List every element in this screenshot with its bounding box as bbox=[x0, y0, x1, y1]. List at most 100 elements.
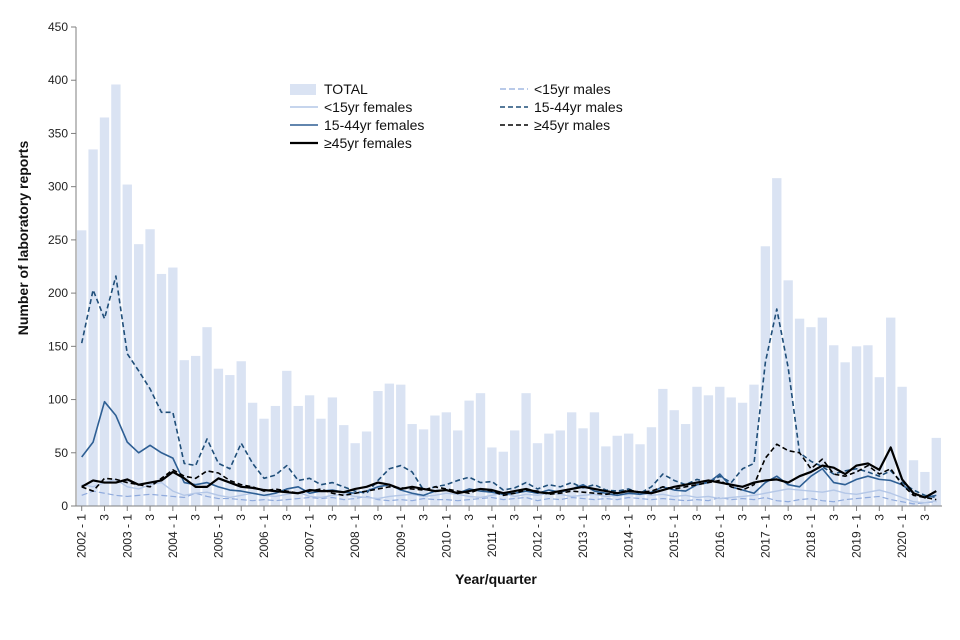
bar-total-41 bbox=[544, 433, 554, 506]
bar-total-70 bbox=[874, 377, 884, 506]
legend-label: ≥45yr males bbox=[534, 117, 610, 133]
bar-total-74 bbox=[920, 471, 930, 506]
x-tick-label: 2005 - 1 bbox=[211, 514, 225, 558]
x-tick-label: 2014 - 1 bbox=[622, 514, 636, 558]
x-tick-label: 2007 - 1 bbox=[303, 514, 317, 558]
bar-total-33 bbox=[453, 430, 463, 506]
bar-total-4 bbox=[122, 184, 132, 507]
x-tick-label: 2006 - 1 bbox=[257, 514, 271, 558]
series-line-1 bbox=[81, 490, 937, 505]
x-tick-label: 3 bbox=[280, 514, 294, 521]
bar-total-14 bbox=[236, 361, 246, 506]
x-tick-label: 3 bbox=[644, 514, 658, 521]
bar-total-9 bbox=[179, 360, 189, 506]
x-tick-label: 2017 - 1 bbox=[758, 514, 772, 558]
bar-total-8 bbox=[168, 267, 178, 506]
x-tick-label: 2016 - 1 bbox=[713, 514, 727, 558]
bar-total-38 bbox=[510, 430, 520, 506]
bar-total-56 bbox=[715, 386, 725, 506]
legend-label: TOTAL bbox=[324, 81, 368, 97]
legend: TOTAL <15yr males <15yr females 15-44yr mal… bbox=[290, 81, 623, 151]
bar-total-43 bbox=[567, 412, 577, 506]
bar-total-68 bbox=[851, 346, 862, 506]
bar-total-57 bbox=[726, 397, 736, 506]
x-tick-label: 2013 - 1 bbox=[576, 514, 590, 558]
bar-total-62 bbox=[783, 280, 793, 506]
x-tick-label: 3 bbox=[553, 514, 567, 521]
bar-total-52 bbox=[669, 410, 679, 506]
bar-total-37 bbox=[498, 451, 508, 506]
bar-total-3 bbox=[111, 84, 121, 506]
x-tick-label: 3 bbox=[97, 514, 111, 521]
bar-total-21 bbox=[316, 418, 326, 506]
y-tick-label: 400 bbox=[48, 73, 68, 87]
bars-layer bbox=[77, 84, 941, 507]
legend-item-1: <15yr males bbox=[500, 81, 611, 97]
bar-total-20 bbox=[304, 395, 315, 506]
bar-total-53 bbox=[680, 424, 691, 506]
x-tick-label: 3 bbox=[781, 514, 795, 521]
x-tick-label: 3 bbox=[417, 514, 431, 521]
bar-total-55 bbox=[703, 395, 714, 506]
x-tick-label: 2018 - 1 bbox=[804, 514, 818, 558]
x-tick-label: 2015 - 1 bbox=[667, 514, 681, 558]
x-tick-label: 3 bbox=[918, 514, 932, 521]
bar-total-47 bbox=[612, 435, 622, 506]
bar-total-23 bbox=[339, 425, 349, 506]
bar-total-31 bbox=[430, 415, 440, 506]
x-tick-label: 3 bbox=[325, 514, 339, 521]
y-tick-label: 100 bbox=[48, 393, 68, 407]
bar-total-63 bbox=[794, 318, 805, 506]
bar-total-40 bbox=[532, 443, 543, 506]
bar-total-15 bbox=[247, 402, 258, 506]
bar-total-72 bbox=[897, 386, 907, 506]
legend-label: 15-44yr males bbox=[534, 99, 623, 115]
x-tick-label: 3 bbox=[872, 514, 886, 521]
legend-label: <15yr males bbox=[534, 81, 611, 97]
legend-item-0: TOTAL bbox=[290, 81, 368, 97]
bar-total-6 bbox=[145, 229, 155, 507]
series-line-2 bbox=[81, 478, 937, 504]
legend-item-3: 15-44yr males bbox=[500, 99, 623, 115]
bar-total-69 bbox=[863, 345, 873, 506]
bar-total-34 bbox=[464, 400, 474, 506]
bar-total-16 bbox=[259, 418, 269, 506]
bar-total-50 bbox=[646, 427, 657, 506]
bar-total-60 bbox=[760, 246, 771, 506]
bar-total-61 bbox=[772, 178, 782, 506]
x-tick-label: 2020 - 1 bbox=[895, 514, 909, 558]
series-line-5 bbox=[81, 443, 937, 501]
x-axis-title: Year/quarter bbox=[455, 571, 537, 587]
x-tick-label: 2009 - 1 bbox=[394, 514, 408, 558]
bar-total-59 bbox=[749, 384, 759, 506]
bar-total-27 bbox=[384, 383, 395, 506]
x-tick-label: 2003 - 1 bbox=[120, 514, 134, 558]
bar-total-45 bbox=[589, 412, 600, 506]
axes-layer: 0 50 100 150 200 250 300 350 400 450 2002 - 1 3 2003… bbox=[48, 20, 942, 558]
x-tick-label: 2004 - 1 bbox=[166, 514, 180, 558]
bar-total-29 bbox=[407, 424, 417, 506]
x-tick-label: 3 bbox=[599, 514, 613, 521]
x-tick-label: 2008 - 1 bbox=[348, 514, 362, 558]
bar-total-66 bbox=[829, 345, 839, 506]
bar-total-54 bbox=[692, 386, 702, 506]
y-tick-label: 200 bbox=[48, 286, 68, 300]
bar-total-17 bbox=[270, 405, 281, 506]
legend-swatch bbox=[290, 84, 316, 95]
y-tick-label: 300 bbox=[48, 180, 68, 194]
y-tick-label: 450 bbox=[48, 20, 68, 34]
series-line-4 bbox=[81, 400, 937, 499]
x-tick-label: 2002 - 1 bbox=[75, 514, 89, 558]
bar-total-75 bbox=[931, 437, 941, 506]
x-tick-label: 3 bbox=[827, 514, 841, 521]
bar-total-1 bbox=[88, 149, 98, 506]
y-tick-label: 150 bbox=[48, 339, 68, 353]
x-tick-label: 3 bbox=[736, 514, 750, 521]
x-tick-label: 3 bbox=[690, 514, 704, 521]
bar-total-42 bbox=[555, 430, 565, 506]
bar-total-22 bbox=[327, 397, 338, 506]
y-axis-title: Number of laboratory reports bbox=[15, 141, 31, 336]
bar-total-18 bbox=[282, 370, 292, 506]
bar-total-46 bbox=[601, 446, 611, 506]
